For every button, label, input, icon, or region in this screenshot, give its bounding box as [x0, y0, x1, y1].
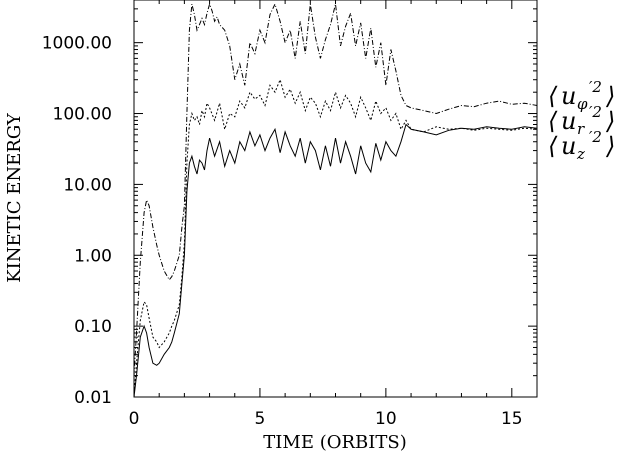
legend-symbol: u — [561, 132, 576, 160]
x-tick-label: 0 — [129, 409, 140, 429]
y-tick-label: 0.01 — [74, 388, 112, 408]
legend: ⟨ u φ′2 ⟩⟨ u r′2 ⟩⟨ u z′2 ⟩ — [548, 78, 615, 163]
legend-subscript: r — [577, 120, 585, 138]
legend-bracket-right: ⟩ — [605, 82, 615, 110]
legend-bracket-right: ⟩ — [605, 107, 615, 135]
legend-symbol: u — [561, 107, 576, 135]
legend-superscript: ′2 — [589, 128, 602, 146]
y-axis-title: KINETIC ENERGY — [4, 112, 25, 283]
legend-entry-r: ⟨ u r′2 ⟩ — [548, 103, 615, 138]
legend-superscript: ′2 — [589, 78, 602, 96]
y-tick-label: 1000.00 — [42, 34, 112, 54]
y-tick-label: 1.00 — [74, 246, 112, 266]
x-axis-title: TIME (ORBITS) — [263, 432, 406, 453]
legend-subscript: z — [576, 145, 585, 163]
series-line-z — [133, 123, 538, 398]
legend-bracket-right: ⟩ — [605, 132, 615, 160]
legend-entry-z: ⟨ u z′2 ⟩ — [548, 128, 615, 163]
series-line-r — [133, 78, 538, 398]
series-line-φ — [133, 2, 538, 376]
legend-symbol: u — [561, 82, 576, 110]
legend-entry-φ: ⟨ u φ′2 ⟩ — [548, 78, 615, 113]
x-tick-label: 15 — [501, 409, 523, 429]
legend-bracket-left: ⟨ — [548, 107, 558, 135]
y-tick-label: 0.10 — [74, 317, 112, 337]
y-tick-label: 10.00 — [63, 175, 112, 195]
plot-lines — [133, 2, 538, 398]
legend-bracket-left: ⟨ — [548, 82, 558, 110]
x-tick-label: 10 — [375, 409, 397, 429]
x-axis-ticks: 0 5 10 15 — [129, 0, 538, 429]
legend-superscript: ′2 — [589, 103, 602, 121]
legend-bracket-left: ⟨ — [548, 132, 558, 160]
y-tick-label: 100.00 — [53, 105, 112, 125]
legend-subscript: φ — [577, 95, 588, 113]
y-axis-ticks: 0.01 0.10 1.00 10.00 100.00 1000.00 — [42, 0, 537, 408]
x-tick-label: 5 — [255, 409, 266, 429]
